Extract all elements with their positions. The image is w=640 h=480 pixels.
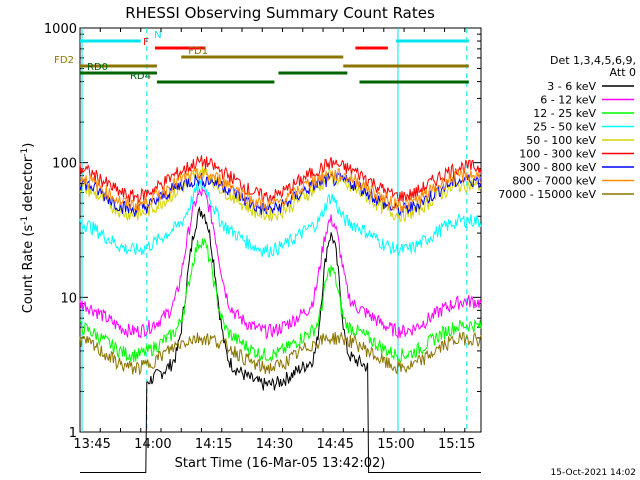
legend-entry-label: 25 - 50 keV bbox=[533, 121, 596, 134]
x-tick-label: 13:45 bbox=[73, 437, 110, 452]
status-bar-label: RD0 bbox=[87, 62, 108, 73]
y-axis-label-text: Count Rate (s-1 detector-1) bbox=[20, 143, 36, 314]
legend-header: Det 1,3,4,5,6,9, bbox=[550, 54, 636, 67]
series-line bbox=[79, 179, 482, 258]
status-bar-label: FD2 bbox=[54, 55, 74, 66]
x-tick-label: 15:00 bbox=[377, 437, 414, 452]
x-tick-label: 14:30 bbox=[256, 437, 293, 452]
y-axis-label: Count Rate (s-1 detector-1) bbox=[20, 143, 36, 314]
legend-entry-label: 3 - 6 keV bbox=[547, 80, 596, 93]
legend-header: Att 0 bbox=[610, 66, 636, 79]
status-bar-label: FD1 bbox=[188, 46, 208, 57]
y-tick-label: 1 bbox=[69, 426, 77, 441]
y-axis-label-mid: detector bbox=[21, 156, 36, 216]
series-line bbox=[80, 206, 481, 473]
x-tick-label: 14:45 bbox=[316, 437, 353, 452]
legend-entry-label: 12 - 25 keV bbox=[533, 107, 596, 120]
plot-frame bbox=[79, 27, 482, 433]
legend-entry-label: 50 - 100 keV bbox=[526, 134, 596, 147]
y-tick-label: 1000 bbox=[44, 22, 77, 37]
legend-entry-label: 800 - 7000 keV bbox=[512, 175, 596, 188]
series-line bbox=[79, 172, 482, 217]
y-axis-label-sup1: -1 bbox=[20, 216, 30, 225]
timestamp: 15-Oct-2021 14:02 bbox=[551, 468, 636, 478]
status-bar-label: RD4 bbox=[130, 71, 151, 82]
series-line bbox=[79, 238, 482, 364]
legend-entry-label: 100 - 300 keV bbox=[519, 148, 596, 161]
series-line bbox=[79, 187, 482, 340]
legend-entry-label: 300 - 800 keV bbox=[519, 161, 596, 174]
status-bar-label: F bbox=[143, 37, 149, 48]
x-tick-label: 14:15 bbox=[195, 437, 232, 452]
series-line bbox=[79, 155, 482, 204]
chart-title: RHESSI Observing Summary Count Rates bbox=[125, 4, 435, 22]
legend-entry-label: 7000 - 15000 keV bbox=[498, 188, 596, 201]
legend-entry-label: 6 - 12 keV bbox=[540, 94, 596, 107]
x-axis-label: Start Time (16-Mar-05 13:42:02) bbox=[175, 456, 386, 471]
status-bar-label: N bbox=[154, 30, 161, 41]
y-axis-label-end: ) bbox=[21, 143, 36, 148]
plot-area: 1 10 100 1000 13:45 14:00 14:15 14:30 14:45 15:00… bbox=[44, 22, 482, 473]
y-axis-label-main: Count Rate (s bbox=[21, 225, 36, 314]
y-tick-label: 10 bbox=[60, 291, 77, 306]
y-axis-label-sup2: -1 bbox=[20, 148, 30, 157]
series-line bbox=[79, 165, 482, 224]
y-tick-label: 100 bbox=[52, 157, 77, 172]
x-tick-label: 15:15 bbox=[438, 437, 475, 452]
series-line bbox=[79, 167, 482, 213]
series-line bbox=[79, 331, 482, 376]
x-tick-label: 14:00 bbox=[134, 437, 171, 452]
